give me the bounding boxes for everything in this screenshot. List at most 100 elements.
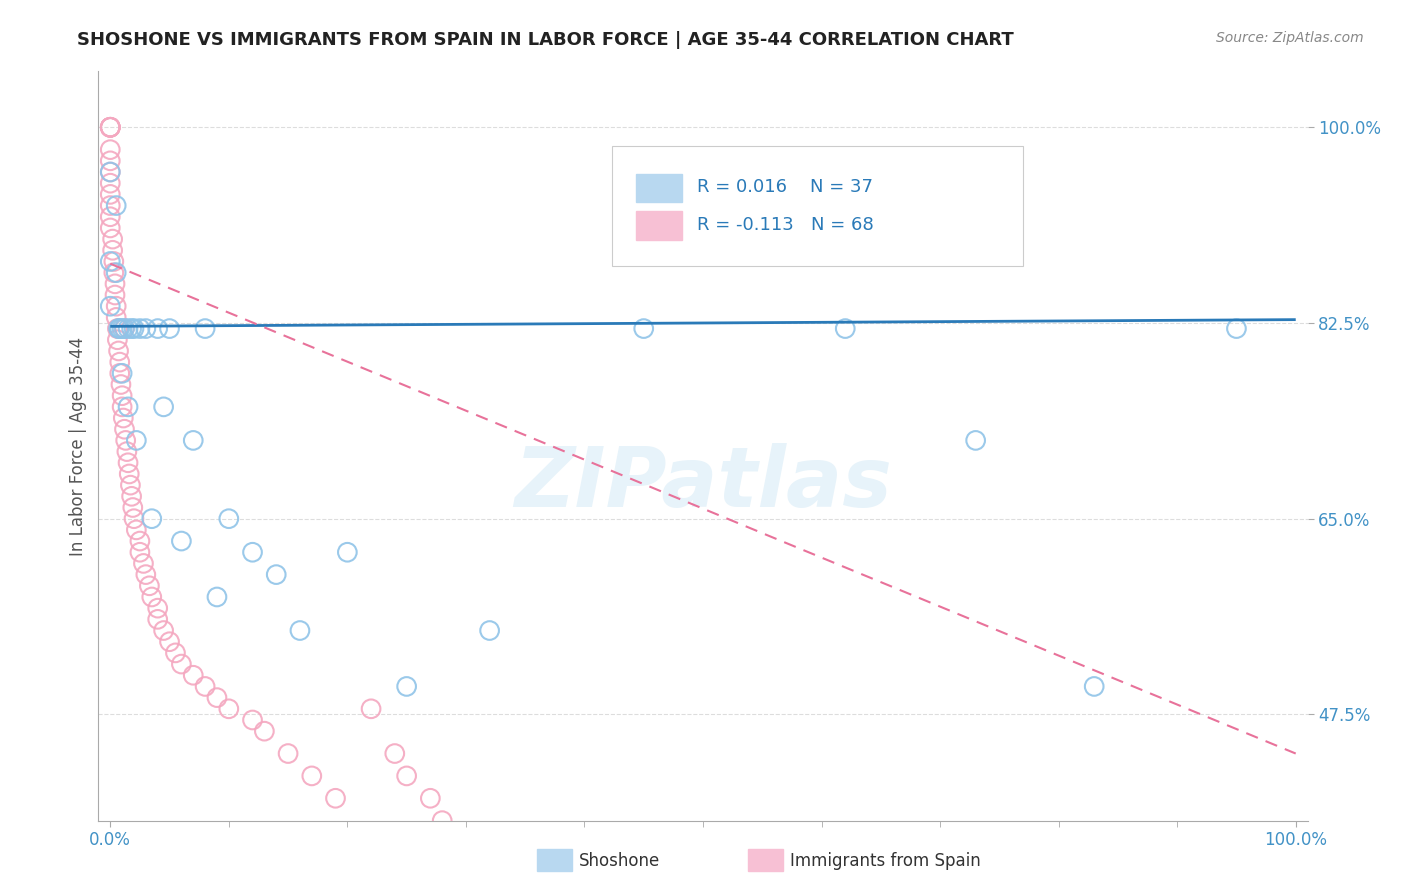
Point [834, 321, 856, 335]
Point [111, 400, 134, 414]
Point [121, 321, 143, 335]
Point [112, 411, 135, 425]
FancyBboxPatch shape [613, 146, 1024, 266]
Point [114, 321, 136, 335]
Point [132, 557, 155, 571]
Point [432, 814, 454, 828]
Point [107, 343, 129, 358]
Point [104, 288, 127, 302]
Point [478, 624, 501, 638]
Point [159, 321, 181, 335]
Point [165, 646, 187, 660]
Point [121, 500, 143, 515]
Point [129, 321, 152, 335]
Point [105, 333, 128, 347]
Point [98, 221, 121, 235]
Point [111, 367, 134, 381]
Point [101, 232, 124, 246]
Point [633, 321, 655, 335]
Text: Immigrants from Spain: Immigrants from Spain [790, 852, 981, 870]
Text: R = 0.016    N = 37: R = 0.016 N = 37 [697, 178, 873, 196]
Bar [637, 174, 682, 202]
Point [98, 120, 121, 135]
Text: Shoshone: Shoshone [579, 852, 661, 870]
Point [395, 680, 418, 694]
Point [141, 511, 163, 525]
Point [107, 321, 129, 335]
Point [146, 601, 169, 615]
Point [118, 467, 141, 481]
Point [117, 400, 139, 414]
Point [146, 321, 169, 335]
Point [419, 791, 441, 805]
Point [103, 254, 125, 268]
Point [288, 624, 311, 638]
Point [120, 478, 142, 492]
Point [98, 198, 121, 212]
Point [111, 389, 134, 403]
Point [98, 120, 121, 135]
Point [152, 400, 174, 414]
Point [125, 523, 148, 537]
Point [98, 165, 121, 179]
Point [98, 165, 121, 179]
Point [242, 713, 264, 727]
Point [218, 511, 240, 525]
Point [105, 266, 128, 280]
Point [360, 702, 382, 716]
Point [395, 769, 418, 783]
Point [1225, 321, 1247, 335]
Point [98, 120, 121, 135]
Point [129, 545, 152, 559]
Point [108, 355, 131, 369]
Point [141, 590, 163, 604]
Point [122, 511, 145, 525]
Point [114, 434, 136, 448]
Point [107, 321, 129, 335]
Point [135, 321, 157, 335]
Point [98, 153, 121, 168]
Point [135, 567, 157, 582]
Point [125, 434, 148, 448]
Point [264, 567, 287, 582]
Point [110, 377, 132, 392]
Point [114, 422, 136, 436]
Point [105, 299, 128, 313]
Point [181, 434, 204, 448]
Point [117, 321, 139, 335]
Point [111, 321, 134, 335]
Point [108, 367, 131, 381]
Point [98, 187, 121, 202]
Point [101, 244, 124, 258]
Point [105, 310, 128, 325]
Point [117, 456, 139, 470]
Point [965, 434, 987, 448]
Point [194, 321, 217, 335]
Point [277, 747, 299, 761]
Bar [637, 211, 682, 240]
Point [98, 254, 121, 268]
Point [205, 690, 228, 705]
Point [181, 668, 204, 682]
Point [98, 299, 121, 313]
Point [218, 702, 240, 716]
Point [301, 769, 323, 783]
Point [122, 321, 145, 335]
Point [129, 534, 152, 549]
Point [108, 321, 131, 335]
Point [121, 489, 143, 503]
Point [98, 176, 121, 190]
Point [103, 266, 125, 280]
Y-axis label: In Labor Force | Age 35-44: In Labor Force | Age 35-44 [69, 336, 87, 556]
Point [170, 534, 193, 549]
Point [115, 444, 138, 458]
Point [104, 277, 127, 291]
Point [98, 120, 121, 135]
Point [194, 680, 217, 694]
Point [152, 624, 174, 638]
Text: ZIPatlas: ZIPatlas [515, 443, 891, 524]
Point [1083, 680, 1105, 694]
Point [98, 143, 121, 157]
Point [105, 198, 128, 212]
Point [325, 791, 347, 805]
